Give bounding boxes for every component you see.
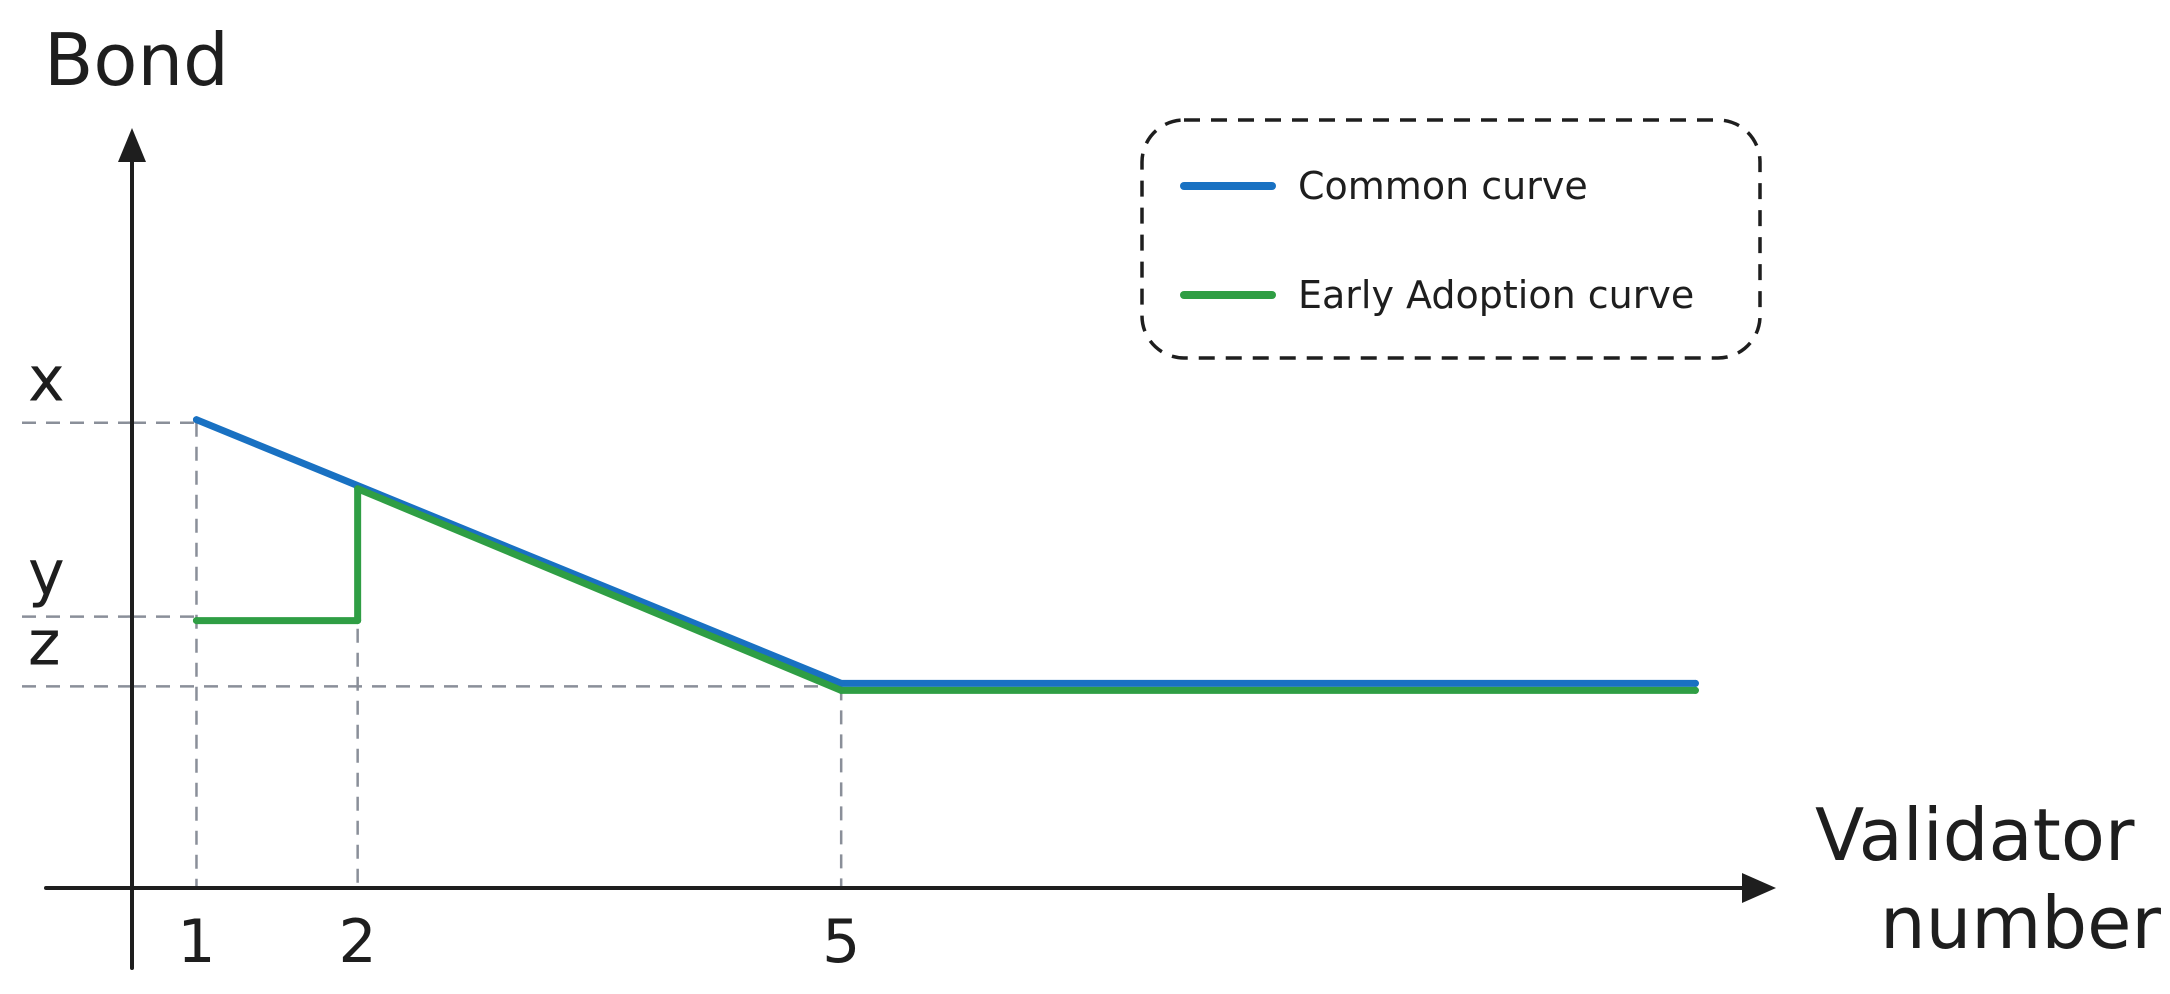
y-axis-title: Bond xyxy=(44,18,229,102)
level-labels: x yz xyxy=(28,343,65,680)
x-tick-label-2: 2 xyxy=(339,907,377,977)
legend-label-common-curve: Common curve xyxy=(1298,164,1588,208)
x-tick-label-1: 1 xyxy=(177,907,215,977)
series-line-common-curve xyxy=(192,416,1699,687)
series-point xyxy=(837,679,845,687)
x-axis-arrowhead xyxy=(1742,873,1776,903)
series-point xyxy=(1691,686,1699,694)
legend: Common curve Early Adoption curve xyxy=(1140,118,1762,360)
tick-labels: 1 2 5 xyxy=(177,907,860,977)
series-line-early-adoption-curve xyxy=(192,485,1699,694)
x-tick-label-5: 5 xyxy=(822,907,860,977)
x-axis-title-line-2: number xyxy=(1880,881,2161,965)
y-level-label-x: x xyxy=(28,343,65,416)
y-level-label-y: y xyxy=(28,537,65,610)
legend-label-early-adoption-curve: Early Adoption curve xyxy=(1298,273,1694,317)
x-axis-title-line-1: Validator xyxy=(1815,793,2135,877)
series-point xyxy=(1691,679,1699,687)
series-point xyxy=(354,485,362,493)
series-point xyxy=(354,617,362,625)
y-level-label-z: z xyxy=(28,606,61,679)
legend-box xyxy=(1140,118,1762,360)
series-layer xyxy=(192,416,1699,694)
series-point xyxy=(192,617,200,625)
series-point xyxy=(837,686,845,694)
series-point xyxy=(192,416,200,424)
dashed-guides xyxy=(22,421,843,888)
y-axis-arrowhead xyxy=(118,128,146,162)
